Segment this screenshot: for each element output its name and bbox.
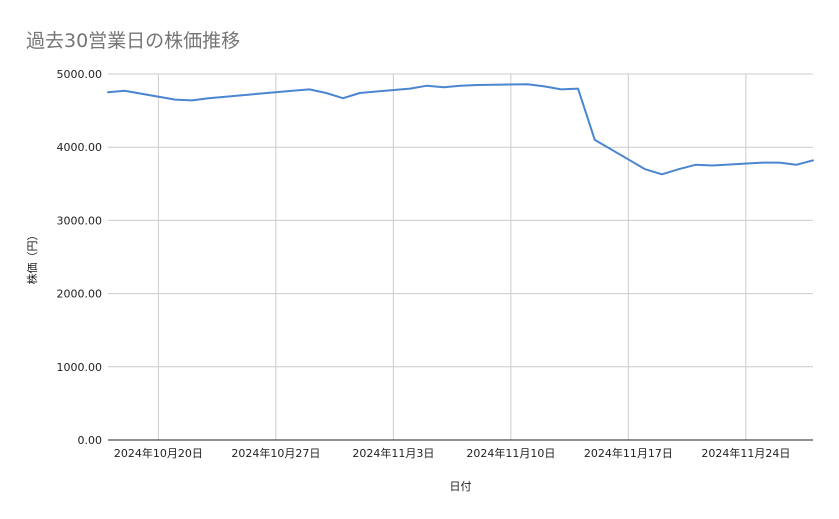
series-line (107, 83, 814, 176)
y-tick-label: 0.00 (78, 434, 103, 447)
series-layer (107, 83, 814, 176)
y-axis-ticks: 0.00 1000.00 2000.00 3000.00 4000.00 5000.00 (57, 68, 103, 447)
y-tick-label: 2000.00 (57, 288, 103, 301)
x-tick-label: 2024年11月10日 (466, 446, 555, 460)
chart-title: 過去30営業日の株価推移 (26, 30, 241, 52)
y-axis-title: 株価（円） (25, 230, 39, 285)
x-axis-ticks: 2024年10月20日 2024年10月27日 2024年11月3日 2024年11月… (114, 446, 790, 460)
x-tick-label: 2024年11月24日 (701, 446, 790, 460)
x-axis-title: 日付 (450, 480, 472, 493)
y-tick-label: 5000.00 (57, 68, 103, 81)
x-tick-label: 2024年11月3日 (352, 446, 434, 460)
x-tick-label: 2024年10月27日 (231, 446, 320, 460)
x-tick-label: 2024年11月17日 (584, 446, 673, 460)
y-tick-label: 1000.00 (57, 361, 103, 374)
x-tick-label: 2024年10月20日 (114, 446, 203, 460)
y-tick-label: 4000.00 (57, 141, 103, 154)
grid (108, 73, 813, 440)
y-tick-label: 3000.00 (57, 214, 103, 227)
